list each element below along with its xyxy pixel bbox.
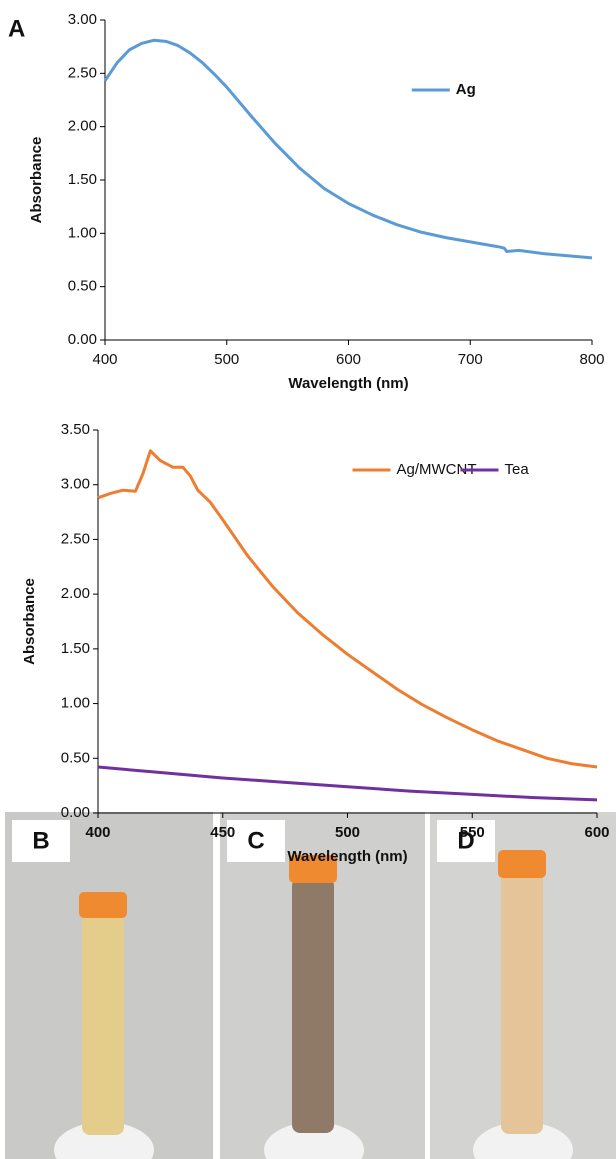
y-tick-label: 1.00 [68, 224, 97, 241]
series-line [97, 765, 598, 802]
y-tick-label: 3.00 [68, 11, 97, 28]
label-box [12, 820, 70, 862]
y-tick-label: 1.50 [68, 171, 97, 188]
series-line [103, 38, 593, 260]
label-box [437, 820, 495, 862]
x-tick-label: 500 [214, 351, 239, 368]
y-tick-label: 2.00 [61, 585, 90, 602]
x-tick-label: 550 [460, 824, 485, 841]
stand [264, 1122, 364, 1159]
tube [501, 872, 543, 1134]
series-line [97, 449, 598, 769]
y-tick-label: 1.00 [61, 695, 90, 712]
y-tick-label: 2.00 [68, 118, 97, 135]
stand [54, 1122, 154, 1159]
tube [292, 878, 334, 1133]
y-axis-title: Absorbance [28, 137, 45, 224]
x-tick-label: 800 [579, 351, 604, 368]
y-axis-title: Absorbance [21, 578, 38, 665]
cap [79, 892, 127, 918]
y-tick-label: 3.50 [61, 421, 90, 438]
panel-label: A [8, 15, 25, 42]
x-tick-label: 450 [210, 824, 235, 841]
x-tick-label: 500 [335, 824, 360, 841]
legend-label: Ag [456, 81, 476, 98]
legend-label: Ag/MWCNT [396, 461, 476, 478]
y-tick-label: 3.00 [61, 476, 90, 493]
y-tick-label: 0.50 [68, 278, 97, 295]
stand [473, 1122, 573, 1159]
x-axis-title: Wavelength (nm) [287, 848, 407, 865]
cap [498, 850, 546, 878]
cap [289, 855, 337, 883]
y-tick-label: 2.50 [61, 530, 90, 547]
photos: B C D [5, 812, 616, 1159]
y-tick-label: 0.00 [61, 804, 90, 821]
x-tick-label: 700 [458, 351, 483, 368]
x-axis-title: Wavelength (nm) [288, 375, 408, 392]
y-tick-label: 1.50 [61, 640, 90, 657]
label-box [227, 820, 285, 862]
x-tick-label: 600 [336, 351, 361, 368]
x-tick-label: 400 [92, 351, 117, 368]
y-tick-label: 2.50 [68, 64, 97, 81]
panel-label: D [457, 827, 474, 854]
x-tick-label: 400 [85, 824, 110, 841]
panel-label: B [32, 827, 49, 854]
panel-label: C [247, 827, 264, 854]
tube [82, 910, 124, 1135]
x-tick-label: 600 [584, 824, 609, 841]
y-tick-label: 0.00 [68, 331, 97, 348]
legend-label: Tea [504, 461, 529, 478]
y-tick-label: 0.50 [61, 749, 90, 766]
